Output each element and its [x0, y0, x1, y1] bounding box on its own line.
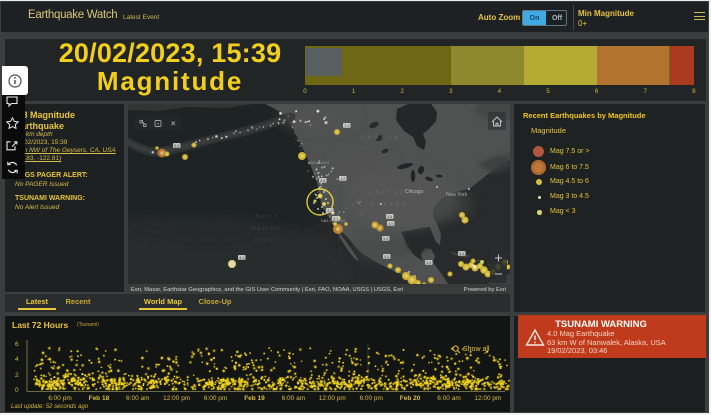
svg-text:STATES: STATES	[371, 202, 409, 208]
svg-text:4.1: 4.1	[239, 256, 244, 260]
svg-text:UNITED: UNITED	[369, 190, 407, 196]
svg-text:5.5: 5.5	[383, 237, 388, 241]
svg-text:Chicago: Chicago	[405, 189, 424, 195]
svg-text:5.3: 5.3	[174, 144, 179, 148]
svg-text:5.8: 5.8	[320, 179, 325, 183]
svg-text:Pacific: Pacific	[252, 226, 282, 232]
svg-text:4.1: 4.1	[333, 217, 338, 221]
svg-text:North: North	[256, 214, 279, 220]
svg-text:4.0: 4.0	[388, 222, 393, 226]
svg-text:4.2: 4.2	[327, 209, 332, 213]
svg-text:CANADA: CANADA	[361, 135, 401, 141]
svg-text:Ocean: Ocean	[254, 238, 280, 244]
svg-text:5.4: 5.4	[459, 252, 464, 256]
svg-text:7.1: 7.1	[344, 124, 349, 128]
svg-text:5.5: 5.5	[426, 261, 431, 265]
svg-text:New York: New York	[446, 192, 468, 198]
svg-text:3.8: 3.8	[387, 215, 392, 219]
svg-text:1.2: 1.2	[340, 177, 345, 181]
svg-text:5.5: 5.5	[384, 255, 389, 259]
